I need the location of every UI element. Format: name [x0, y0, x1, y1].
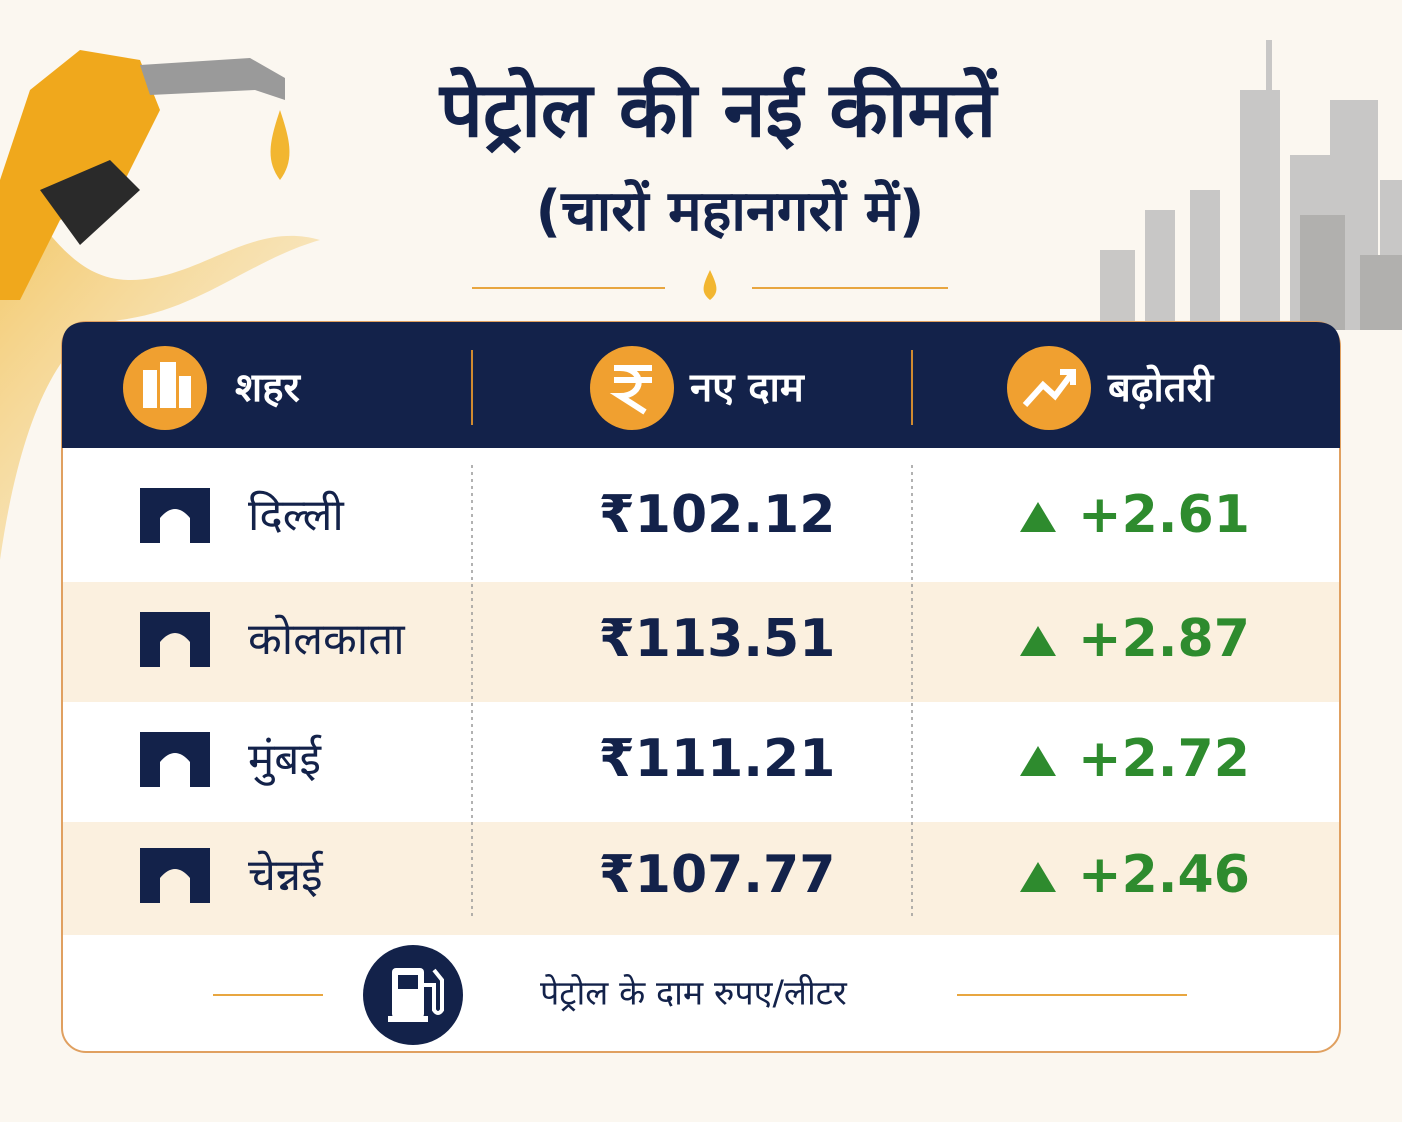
rupee-icon [590, 346, 674, 430]
up-arrow [1020, 502, 1056, 532]
up-arrow [1020, 746, 1056, 776]
skyline [1100, 40, 1402, 330]
price: ₹111.21 [599, 729, 836, 789]
city-name: चेन्नई [248, 850, 324, 901]
city-name: मुंबई [248, 734, 322, 786]
price: ₹102.12 [599, 485, 836, 545]
increase: +2.61 [1078, 485, 1250, 545]
landmark-arch [160, 753, 190, 787]
up-arrow [1020, 862, 1056, 892]
footer-note: पेट्रोल के दाम रुपए/लीटर [540, 974, 848, 1014]
fuel-hose [424, 968, 444, 1015]
trend-glyph [1022, 369, 1076, 408]
landmark-arch [160, 869, 190, 903]
row-band [63, 822, 1339, 935]
column-header: बढ़ोतरी [1107, 364, 1215, 411]
fuel-glyph-window [398, 975, 418, 989]
divider-drop [703, 270, 717, 300]
nozzle-handle [40, 160, 140, 245]
landmark-arch [160, 633, 190, 667]
city-name: कोलकाता [248, 614, 406, 665]
oil-splash [0, 190, 320, 560]
landmark-arch [160, 509, 190, 543]
column-header: नए दाम [689, 365, 806, 411]
title: पेट्रोल की नई कीमतें [438, 65, 999, 154]
increase: +2.46 [1078, 845, 1250, 905]
column-header: शहर [235, 365, 301, 411]
up-arrow [1020, 626, 1056, 656]
building-glyph [143, 362, 191, 408]
oil-drop [270, 110, 290, 180]
subtitle: (चारों महानगरों में) [536, 178, 925, 244]
price: ₹107.77 [599, 845, 836, 905]
row-band [63, 582, 1339, 702]
nozzle-spout [140, 58, 285, 100]
city-name: दिल्ली [248, 490, 345, 541]
rupee-glyph [609, 365, 652, 415]
price: ₹113.51 [599, 609, 836, 669]
increase: +2.87 [1078, 609, 1250, 669]
increase: +2.72 [1078, 729, 1250, 789]
